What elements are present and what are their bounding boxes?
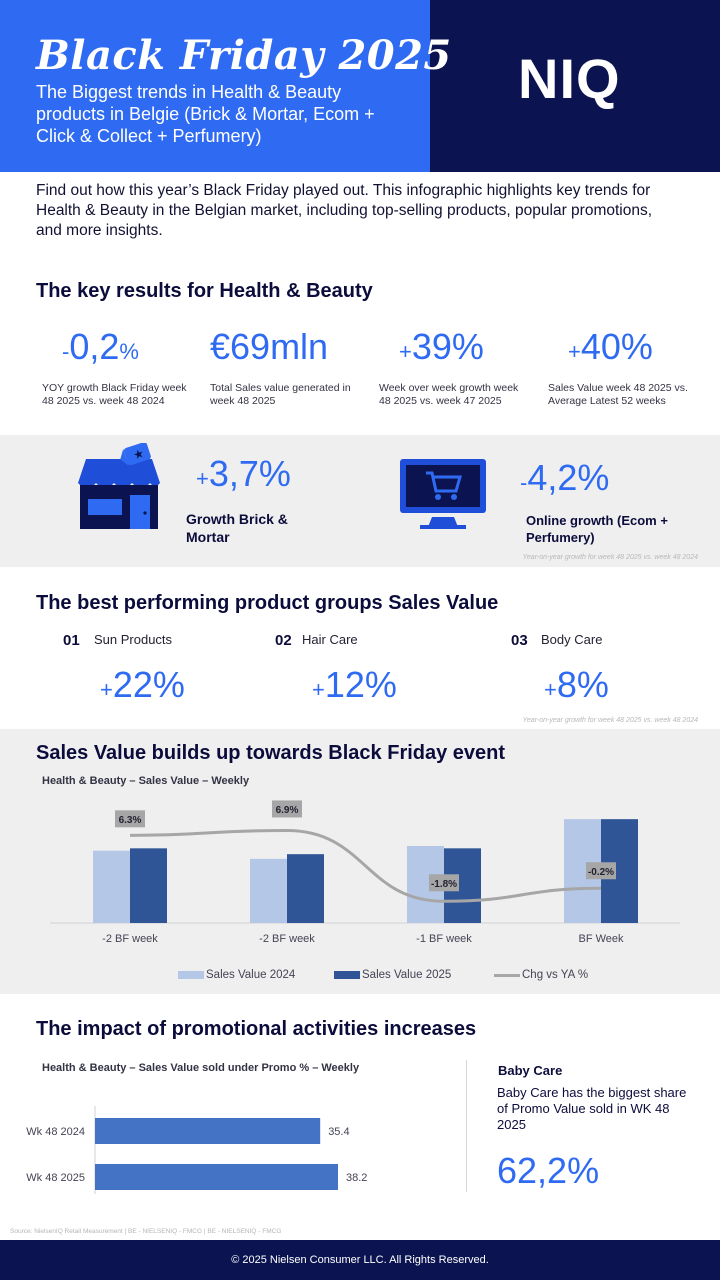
bar-2024	[93, 850, 130, 923]
legend-label: Sales Value 2024	[206, 969, 296, 981]
kpi-wow: +39% Week over week growth week 48 2025 …	[379, 326, 529, 408]
pg-value-2: +12%	[312, 664, 397, 706]
page-subtitle: The Biggest trends in Health & Beauty pr…	[36, 82, 375, 146]
online-value: 4,2%	[527, 457, 610, 498]
store-icon: ★	[78, 443, 160, 529]
baby-care-desc: Baby Care has the biggest share of Promo…	[497, 1085, 687, 1132]
legend-2024: Sales Value 2024	[178, 968, 295, 982]
x-tick-label: -1 BF week	[416, 933, 472, 945]
pg-prefix: +	[544, 677, 557, 702]
data-label-box	[429, 874, 459, 892]
baby-care-title: Baby Care	[498, 1063, 563, 1078]
y-tick-label: Wk 48 2025	[26, 1172, 85, 1184]
page-title: Black Friday 2025	[36, 32, 452, 79]
promo-subtitle: Health & Beauty – Sales Value sold under…	[42, 1062, 360, 1074]
channels-band: ★ +3,7% Growth Brick & Mortar -4,2% Onli…	[0, 435, 720, 567]
legend-swatch	[178, 971, 204, 979]
key-results-title: The key results for Health & Beauty	[36, 280, 373, 302]
data-label-box	[115, 810, 145, 828]
legend-swatch	[334, 971, 360, 979]
kpi-suffix: %	[119, 339, 139, 364]
data-label-box	[272, 800, 302, 818]
legend-label: Chg vs YA %	[522, 969, 589, 981]
pg-name-2: Hair Care	[302, 632, 358, 647]
kpi-value: €69mln	[210, 326, 329, 367]
intro-text: Find out how this year’s Black Friday pl…	[36, 182, 653, 239]
kpi-yoy: -0,2% YOY growth Black Friday week 48 20…	[42, 326, 192, 408]
kpi-vs-avg: +40% Sales Value week 48 2025 vs. Averag…	[548, 326, 698, 408]
legend-label: Sales Value 2025	[362, 969, 452, 981]
pg-name-3: Body Care	[541, 632, 603, 647]
channels-note: Year-on-year growth for week 48 2025 vs.…	[522, 554, 698, 561]
pg-value-1: +22%	[100, 664, 185, 706]
copyright: © 2025 Nielsen Consumer LLC. All Rights …	[231, 1254, 489, 1266]
x-tick-label: -2 BF week	[102, 933, 158, 945]
bar-2025	[287, 854, 324, 923]
brick-prefix: +	[196, 466, 209, 491]
baby-care-value: 62,2%	[497, 1150, 600, 1191]
svg-text:★: ★	[131, 446, 146, 463]
promo-title: The impact of promotional activities inc…	[36, 1018, 477, 1040]
bar-2024	[250, 858, 287, 923]
promo-chart: Wk 48 2024 35.4 Wk 48 2025 38.2	[26, 1106, 367, 1194]
kpi-prefix: +	[399, 339, 412, 364]
brick-value: 3,7%	[208, 453, 291, 494]
pg-num-3: 03	[511, 632, 528, 649]
legend-2025: Sales Value 2025	[334, 968, 451, 982]
chg-line	[129, 828, 602, 903]
data-label: 38.2	[346, 1172, 367, 1184]
divider	[466, 1060, 467, 1192]
kpi-desc: Total Sales value generated in week 48 2…	[210, 382, 351, 407]
data-label: -0.2%	[588, 867, 614, 878]
online-label: Online growth (Ecom + Perfumery)	[526, 513, 668, 545]
kpi-desc: YOY growth Black Friday week 48 2025 vs.…	[42, 382, 187, 407]
data-label: -1.8%	[431, 879, 457, 890]
pg-num-2: 02	[275, 632, 292, 649]
online-prefix: -	[520, 470, 528, 495]
kpi-prefix: -	[62, 339, 70, 364]
logo-text: NIQ	[518, 50, 621, 110]
brick-growth-value: +3,7%	[196, 453, 291, 495]
data-label: 35.4	[328, 1126, 349, 1138]
sales-chart: -2 BF week -2 BF week -1 BF week BF Week 6.3…	[50, 800, 680, 945]
footer: © 2025 Nielsen Consumer LLC. All Rights …	[0, 1240, 720, 1280]
product-groups-title: The best performing product groups Sales…	[36, 592, 499, 614]
pg-name-1: Sun Products	[94, 632, 173, 647]
kpi-desc: Sales Value week 48 2025 vs. Average Lat…	[548, 382, 688, 407]
online-growth-value: -4,2%	[520, 457, 609, 499]
pg-num-1: 01	[63, 632, 80, 649]
pg-val: 12%	[324, 664, 397, 705]
promo-bar	[95, 1118, 321, 1144]
pg-prefix: +	[312, 677, 325, 702]
niq-logo: NIQ	[518, 50, 621, 110]
pg-val: 8%	[556, 664, 609, 705]
data-label: 6.9%	[276, 805, 299, 816]
pg-prefix: +	[100, 677, 113, 702]
brick-label: Growth Brick & Mortar	[186, 511, 288, 545]
y-tick-label: Wk 48 2024	[26, 1126, 85, 1138]
kpi-value: 39%	[411, 326, 484, 367]
legend-chg: Chg vs YA %	[494, 968, 588, 982]
kpi-total-sales: €69mln Total Sales value generated in we…	[210, 326, 360, 408]
x-tick-label: BF Week	[578, 933, 624, 945]
kpi-value: 40%	[580, 326, 653, 367]
pg-val: 22%	[112, 664, 185, 705]
source-note: Source: NielsenIQ Retail Measurement | B…	[10, 1228, 282, 1235]
kpi-desc: Week over week growth week 48 2025 vs. w…	[379, 382, 519, 407]
product-groups-note: Year-on-year growth for week 48 2025 vs.…	[522, 717, 698, 724]
kpi-prefix: +	[568, 339, 581, 364]
data-label-box	[586, 862, 616, 880]
legend-line	[494, 973, 520, 977]
sales-chart-title: Sales Value builds up towards Black Frid…	[36, 742, 506, 764]
sales-chart-subtitle: Health & Beauty – Sales Value – Weekly	[42, 775, 250, 787]
kpi-value: 0,2	[69, 326, 120, 367]
x-tick-label: -2 BF week	[259, 933, 315, 945]
bar-2025	[130, 848, 167, 923]
promo-bar	[95, 1164, 338, 1190]
header: Black Friday 2025 The Biggest trends in …	[0, 0, 720, 172]
data-label: 6.3%	[119, 815, 142, 826]
monitor-cart-icon	[400, 459, 486, 529]
pg-value-3: +8%	[544, 664, 609, 706]
